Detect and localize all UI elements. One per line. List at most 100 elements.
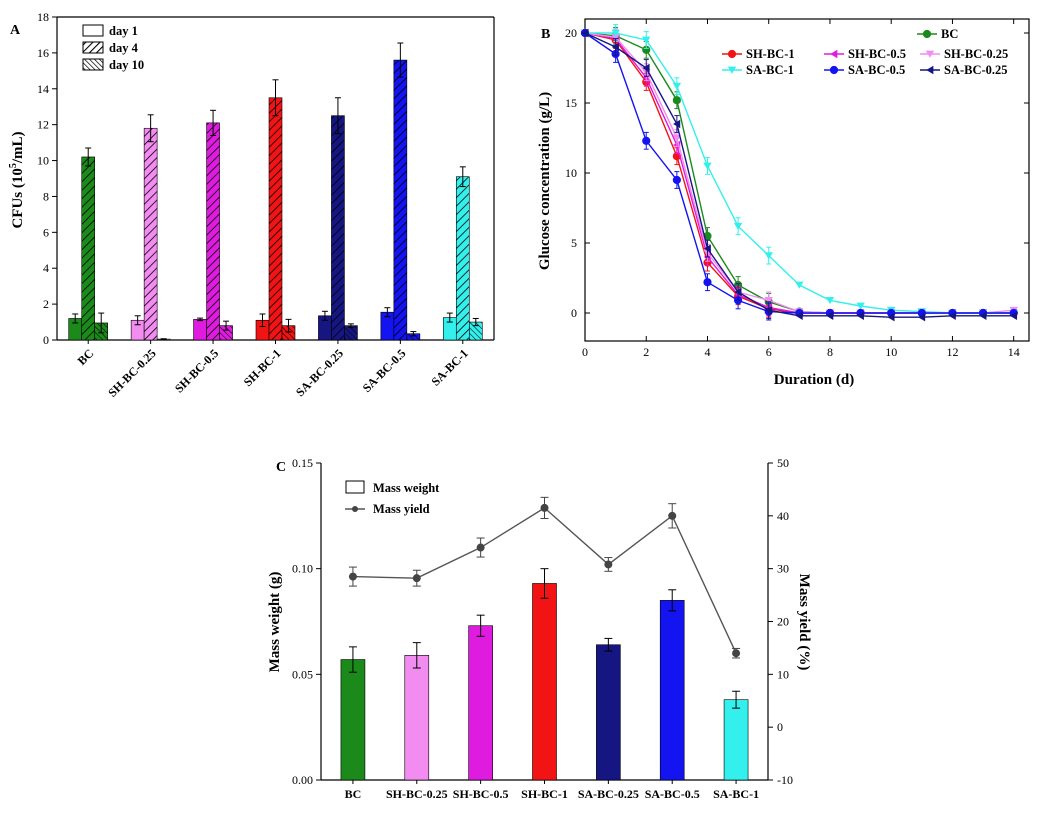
chart-a-legend-swatch [82, 24, 104, 37]
chart-c-category-label: SA-BC-0.25 [578, 787, 639, 801]
chart-c-legend-label: Mass weight [373, 481, 440, 495]
chart-b-point [856, 302, 865, 310]
chart-b-legend-label: SA-BC-1 [746, 63, 794, 77]
chart-a-bar-hatch [219, 325, 233, 340]
chart-c-category-label: SH-BC-0.25 [386, 787, 448, 801]
chart-c-y2tick-label: 10 [777, 667, 789, 681]
chart-c-y2label: Mass yield (%) [796, 574, 812, 671]
chart-a: A CFUs (105/mL) 0 2 4 6 8 10 12 14 16 18 BC SH-BC-… [8, 10, 495, 400]
chart-a-category-label: SH-BC-0.5 [172, 346, 221, 395]
chart-a-ytick-label: 12 [37, 118, 49, 132]
chart-c-category-label: SA-BC-1 [713, 787, 759, 801]
panel-c-label: C [276, 460, 286, 475]
chart-a-legend-label: day 4 [109, 41, 139, 55]
chart-c-ytick-label: 0.10 [292, 562, 313, 576]
chart-c-category-label: BC [345, 787, 362, 801]
chart-c-bar [404, 655, 430, 781]
chart-b: B Glucose concentration (g/L) Duration (… [537, 18, 1030, 388]
chart-b-ytick-label: 20 [565, 26, 577, 40]
chart-b-point [672, 175, 681, 185]
chart-b-point [611, 29, 620, 37]
chart-b-point [703, 244, 711, 253]
chart-c-legend: Mass weight Mass yield [345, 480, 440, 516]
chart-a-bar-hatch [344, 325, 358, 340]
chart-b-point [948, 311, 956, 320]
chart-a-category-label: SA-BC-0.25 [293, 346, 346, 399]
chart-c-ylabel: Mass weight (g) [267, 572, 283, 673]
chart-a-ytick-label: 16 [37, 46, 49, 60]
chart-a-ytick-label: 6 [43, 225, 49, 239]
chart-b-legend-marker [727, 66, 737, 74]
chart-b-ytick-label: 0 [571, 306, 577, 320]
chart-a-bar-hatch [456, 176, 470, 340]
chart-b-legend-marker [830, 49, 838, 59]
chart-b-legend-marker [926, 65, 934, 75]
chart-c-ytick-label: 0.05 [292, 667, 313, 681]
chart-a-bar-hatch [393, 60, 407, 341]
chart-b-point [733, 222, 743, 230]
chart-a-ytick-label: 14 [37, 82, 49, 96]
chart-a-ytick-label: 0 [43, 333, 49, 347]
chart-c-bar [468, 625, 493, 781]
chart-c-ytick-label: 0.00 [292, 773, 313, 787]
chart-b-legend-marker [727, 49, 737, 59]
chart-b-point [887, 313, 895, 322]
chart-c-category-label: SH-BC-0.5 [453, 787, 509, 801]
chart-a-bar-hatch [144, 128, 158, 340]
chart-a-legend-label: day 1 [109, 24, 138, 38]
chart-b-xtick-label: 14 [1008, 345, 1020, 359]
chart-b-point [673, 119, 681, 129]
chart-b-ytick-label: 15 [565, 96, 577, 110]
chart-b-point [856, 311, 864, 320]
chart-c-bar [596, 644, 621, 781]
chart-b-xtick-label: 2 [643, 345, 649, 359]
chart-c-yield-point [348, 572, 357, 581]
chart-a-bar-hatch [331, 115, 345, 340]
chart-b-point [734, 287, 742, 297]
chart-b-point [642, 63, 650, 73]
chart-a-ylabel: CFUs (105/mL) [8, 131, 26, 228]
chart-b-xtick-label: 10 [885, 345, 897, 359]
chart-b-legend-label: BC [941, 27, 958, 41]
chart-c-legend-swatch [345, 480, 365, 494]
chart-c-y2tick-label: 50 [777, 456, 789, 470]
chart-b-legend-label: SH-BC-0.25 [944, 47, 1008, 61]
chart-c: C Mass weight (g) Mass yield (%) 0.00 0.0… [267, 456, 812, 801]
chart-b-point [703, 278, 712, 287]
chart-c-y2tick-label: 20 [777, 615, 789, 629]
chart-b-point [825, 297, 835, 305]
chart-b-ytick-label: 10 [565, 166, 577, 180]
chart-c-y2tick-label: -10 [777, 773, 793, 787]
chart-c-y2tick-label: 30 [777, 562, 789, 576]
chart-a-ytick-label: 8 [43, 189, 49, 203]
chart-b-point [642, 136, 651, 145]
chart-b-ytick-label: 5 [571, 236, 577, 250]
chart-a-bar-hatch [206, 122, 220, 340]
chart-b-point [764, 306, 773, 315]
chart-b-point [1009, 311, 1018, 320]
chart-b-legend: BC SH-BC-1 SH-BC-0.5 SH-BC-0.25 SA-BC-1 SA-BC… [722, 27, 1008, 77]
chart-a-ytick-label: 10 [37, 154, 49, 168]
chart-c-y2tick-label: 40 [777, 509, 789, 523]
chart-c-yield-point [540, 503, 549, 512]
chart-a-category-label: SA-BC-0.5 [360, 346, 409, 395]
chart-c-yield-point [412, 574, 421, 583]
chart-c-y2tick-label: 0 [777, 720, 783, 734]
chart-b-point [764, 297, 773, 305]
chart-b-xtick-label: 12 [946, 345, 958, 359]
panel-a-label: A [10, 23, 21, 38]
chart-a-ytick-label: 4 [43, 261, 49, 275]
chart-a-bar [193, 319, 207, 341]
chart-b-point [795, 311, 803, 320]
chart-b-point [918, 313, 926, 322]
chart-c-bar [532, 583, 557, 781]
chart-b-point [672, 82, 682, 90]
chart-b-point [703, 162, 712, 170]
chart-b-xtick-label: 8 [827, 345, 833, 359]
chart-a-category-label: SH-BC-0.25 [105, 346, 159, 400]
chart-b-legend-label: SH-BC-1 [746, 47, 795, 61]
chart-a-bar-hatch [269, 97, 282, 340]
chart-c-category-label: SH-BC-1 [521, 787, 568, 801]
chart-c-legend-label: Mass yield [373, 502, 430, 516]
chart-b-point [979, 311, 987, 320]
